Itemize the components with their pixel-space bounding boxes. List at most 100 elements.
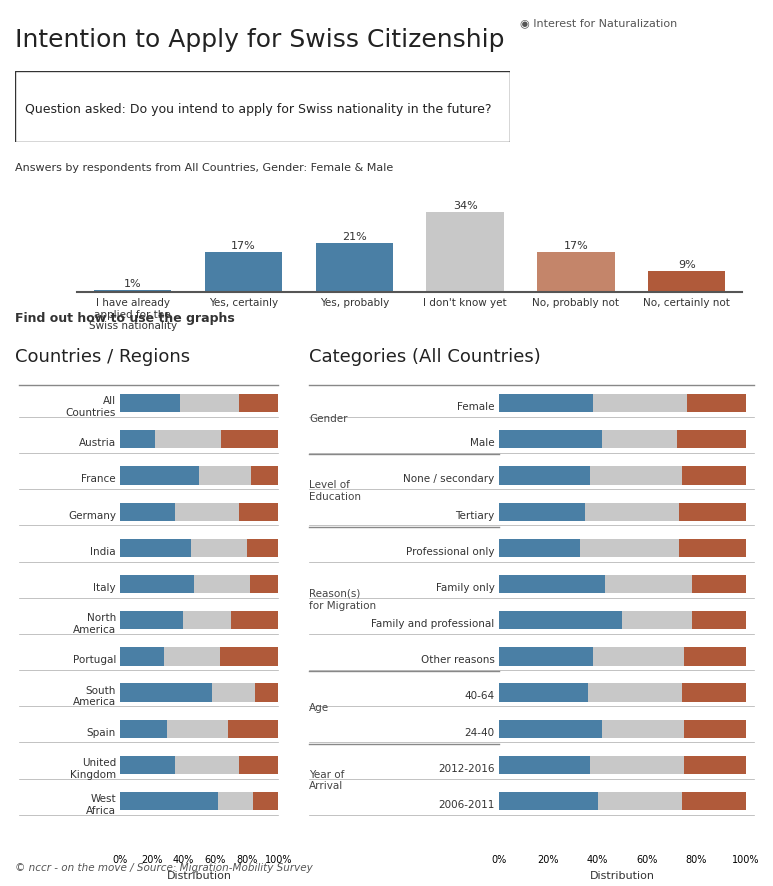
Text: Italy: Italy <box>94 583 116 593</box>
Bar <box>175 502 239 521</box>
Text: Age: Age <box>309 703 329 713</box>
Text: Categories (All Countries): Categories (All Countries) <box>309 347 541 366</box>
Text: Distribution: Distribution <box>590 871 655 881</box>
Bar <box>253 792 278 810</box>
Bar <box>227 719 278 738</box>
Bar <box>499 611 622 629</box>
Text: Spain: Spain <box>87 727 116 738</box>
Bar <box>120 575 194 593</box>
Bar <box>120 719 168 738</box>
Text: Level of
Education: Level of Education <box>309 480 361 502</box>
Text: Professional only: Professional only <box>407 547 495 556</box>
Bar <box>692 611 746 629</box>
Bar <box>679 539 746 557</box>
Bar <box>684 719 746 738</box>
Bar <box>499 539 581 557</box>
Text: South
America: South America <box>73 686 116 707</box>
Text: Family and professional: Family and professional <box>372 619 495 629</box>
Bar <box>315 243 393 292</box>
Text: Year of
Arrival: Year of Arrival <box>309 770 345 791</box>
Bar <box>212 683 254 702</box>
Bar <box>427 212 504 292</box>
Bar <box>180 394 239 412</box>
Bar <box>593 648 684 665</box>
Text: 9%: 9% <box>678 260 696 270</box>
Text: Gender: Gender <box>309 414 348 424</box>
FancyBboxPatch shape <box>15 71 510 142</box>
Bar <box>120 502 175 521</box>
Text: Germany: Germany <box>68 510 116 521</box>
Bar <box>587 683 682 702</box>
Bar <box>205 253 282 292</box>
Text: France: France <box>81 474 116 485</box>
Bar <box>220 648 278 665</box>
Text: North
America: North America <box>73 613 116 635</box>
Text: 17%: 17% <box>231 241 256 251</box>
Text: Tertiary: Tertiary <box>455 510 495 521</box>
Bar <box>120 431 155 448</box>
Text: 2012-2016: 2012-2016 <box>438 764 495 773</box>
Bar <box>499 792 598 810</box>
Text: Male: Male <box>470 439 495 448</box>
Text: 17%: 17% <box>564 241 588 251</box>
Bar <box>682 683 746 702</box>
Bar <box>120 466 199 485</box>
Bar <box>684 756 746 774</box>
Text: United
Kingdom: United Kingdom <box>70 758 116 780</box>
Bar <box>175 756 239 774</box>
Bar <box>94 290 172 292</box>
Bar <box>155 431 221 448</box>
Text: None / secondary: None / secondary <box>404 474 495 485</box>
Bar <box>120 539 191 557</box>
Text: All
Countries: All Countries <box>66 396 116 418</box>
Text: 24-40: 24-40 <box>465 727 495 738</box>
Bar <box>247 539 278 557</box>
Bar <box>120 648 164 665</box>
Bar <box>581 539 679 557</box>
Text: West
Africa: West Africa <box>86 794 116 816</box>
Bar <box>120 611 183 629</box>
Text: India: India <box>90 547 116 556</box>
Bar <box>676 431 746 448</box>
Bar <box>239 756 278 774</box>
Text: Other reasons: Other reasons <box>421 656 495 665</box>
Bar <box>499 719 602 738</box>
Bar <box>199 466 251 485</box>
Text: 21%: 21% <box>342 231 366 242</box>
Bar <box>622 611 692 629</box>
Text: Female: Female <box>457 402 495 412</box>
Text: ◉ Interest for Naturalization: ◉ Interest for Naturalization <box>520 19 677 28</box>
Bar <box>120 792 218 810</box>
Text: Distribution: Distribution <box>166 871 232 881</box>
Text: Portugal: Portugal <box>73 656 116 665</box>
Bar <box>605 575 692 593</box>
Bar <box>239 394 278 412</box>
Bar <box>499 648 593 665</box>
Text: Intention to Apply for Swiss Citizenship: Intention to Apply for Swiss Citizenship <box>15 27 505 52</box>
Text: 1%: 1% <box>124 279 141 289</box>
Bar <box>602 719 684 738</box>
Text: Reason(s)
for Migration: Reason(s) for Migration <box>309 589 376 610</box>
Bar <box>590 466 682 485</box>
Text: Austria: Austria <box>79 439 116 448</box>
Bar <box>499 502 585 521</box>
Bar <box>250 575 278 593</box>
Text: 40-64: 40-64 <box>465 691 495 702</box>
Bar <box>682 792 746 810</box>
Bar <box>120 394 180 412</box>
Text: Countries / Regions: Countries / Regions <box>15 347 191 366</box>
Bar <box>499 575 605 593</box>
Text: 2006-2011: 2006-2011 <box>438 800 495 810</box>
Bar <box>593 394 686 412</box>
Bar <box>164 648 220 665</box>
Bar <box>686 394 746 412</box>
Bar <box>499 466 590 485</box>
Bar <box>648 271 726 292</box>
Bar <box>239 502 278 521</box>
Text: Family only: Family only <box>436 583 495 593</box>
Bar <box>679 502 746 521</box>
Bar <box>251 466 278 485</box>
Text: Answers by respondents from All Countries, Gender: Female & Male: Answers by respondents from All Countrie… <box>15 163 393 174</box>
Bar <box>602 431 676 448</box>
Bar <box>499 756 590 774</box>
